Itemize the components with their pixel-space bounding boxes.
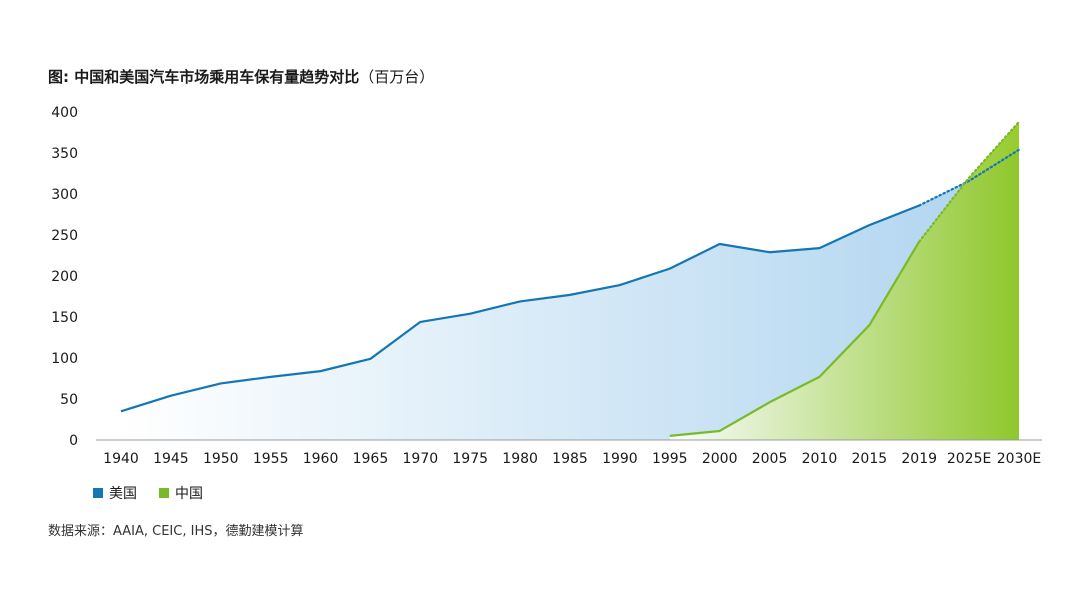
y-axis-ticks: 0 50 100 150 200 250 300 350 400 xyxy=(51,105,78,449)
x-tick-label: 1965 xyxy=(353,451,389,467)
legend-swatch-usa xyxy=(93,488,103,498)
x-tick-label: 2010 xyxy=(802,451,838,467)
legend-item-china: 中国 xyxy=(159,483,203,503)
x-tick-label: 2005 xyxy=(752,451,788,467)
projection-line-china xyxy=(918,120,1021,243)
line-china xyxy=(669,240,921,437)
y-tick-label: 200 xyxy=(51,269,78,285)
line-usa xyxy=(120,204,920,413)
x-tick-label: 1940 xyxy=(103,451,139,467)
x-tick-label: 2000 xyxy=(702,451,738,467)
chart-lines xyxy=(120,120,1021,437)
x-tick-label: 1985 xyxy=(552,451,588,467)
x-tick-label: 1950 xyxy=(203,451,239,467)
x-tick-label: 1995 xyxy=(652,451,688,467)
y-tick-label: 250 xyxy=(51,228,78,244)
projection-line-usa xyxy=(918,148,1021,207)
x-tick-label: 1990 xyxy=(602,451,638,467)
chart-title-main: 图: 中国和美国汽车市场乘用车保有量趋势对比 xyxy=(48,68,360,86)
y-tick-label: 50 xyxy=(60,392,78,408)
x-tick-label: 2019 xyxy=(901,451,937,467)
x-tick-label: 2015 xyxy=(852,451,888,467)
y-tick-label: 0 xyxy=(69,433,78,449)
x-tick-label: 1960 xyxy=(303,451,339,467)
x-axis-ticks: 1940 1945 1950 1955 1960 1965 1970 1975 1980 1985… xyxy=(103,451,1041,467)
y-tick-label: 100 xyxy=(51,351,78,367)
x-tick-label: 2025E xyxy=(947,451,991,467)
x-tick-label: 1945 xyxy=(153,451,189,467)
y-tick-label: 400 xyxy=(51,105,78,121)
source-note: 数据来源：AAIA, CEIC, IHS，德勤建模计算 xyxy=(48,524,304,539)
legend-label-china: 中国 xyxy=(175,486,203,502)
area-china xyxy=(669,121,1019,440)
x-tick-label: 1955 xyxy=(253,451,289,467)
x-tick-label: 1970 xyxy=(403,451,439,467)
chart-areas xyxy=(121,121,1019,440)
legend: 美国 中国 xyxy=(93,483,203,503)
x-tick-label: 2030E xyxy=(997,451,1041,467)
chart-title-unit: （百万台） xyxy=(359,68,435,86)
chart-title: 图: 中国和美国汽车市场乘用车保有量趋势对比（百万台） xyxy=(48,66,434,87)
legend-item-usa: 美国 xyxy=(93,483,137,503)
y-tick-label: 150 xyxy=(51,310,78,326)
y-tick-label: 300 xyxy=(51,187,78,203)
x-tick-label: 1975 xyxy=(452,451,488,467)
x-tick-label: 1980 xyxy=(502,451,538,467)
y-tick-label: 350 xyxy=(51,146,78,162)
legend-label-usa: 美国 xyxy=(109,486,137,502)
legend-swatch-china xyxy=(159,488,169,498)
